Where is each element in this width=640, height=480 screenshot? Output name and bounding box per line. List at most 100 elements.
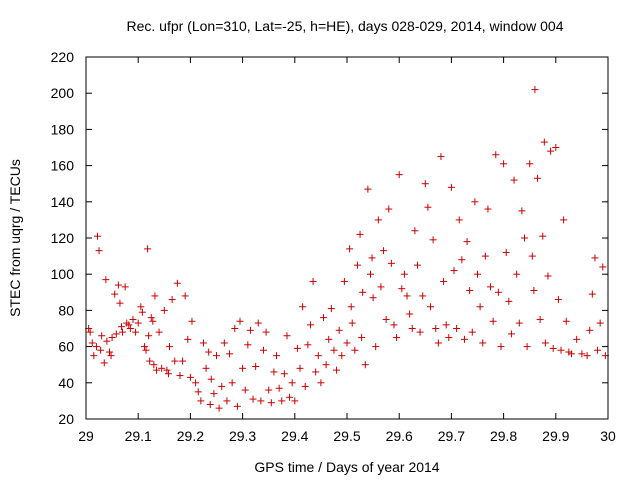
data-point xyxy=(138,308,146,316)
data-point xyxy=(382,315,390,323)
data-point xyxy=(93,232,101,240)
data-point xyxy=(539,232,547,240)
data-point xyxy=(125,321,133,329)
data-point xyxy=(403,292,411,300)
data-point xyxy=(361,361,369,369)
data-point xyxy=(492,151,500,159)
x-tick-label: 29.6 xyxy=(386,428,413,444)
data-point xyxy=(286,393,294,401)
data-point xyxy=(166,343,174,351)
data-point xyxy=(265,386,273,394)
data-point xyxy=(359,288,367,296)
data-point xyxy=(160,306,168,314)
data-point xyxy=(163,366,171,374)
data-point xyxy=(149,317,157,325)
data-point xyxy=(552,144,560,151)
data-point xyxy=(484,205,492,213)
data-point xyxy=(408,325,416,332)
data-point xyxy=(105,348,113,356)
data-point xyxy=(283,332,291,340)
data-point xyxy=(487,283,495,291)
data-point xyxy=(259,346,267,354)
data-point xyxy=(369,294,377,302)
data-point xyxy=(476,303,484,311)
data-point xyxy=(479,339,487,347)
data-point xyxy=(413,261,421,269)
data-point xyxy=(468,328,476,336)
data-point xyxy=(97,346,105,354)
y-tick-label: 100 xyxy=(51,266,75,282)
data-point xyxy=(560,216,568,224)
data-point xyxy=(205,348,213,356)
data-point xyxy=(358,334,366,342)
data-point xyxy=(541,339,549,347)
data-point xyxy=(275,384,283,392)
data-point xyxy=(400,270,408,278)
data-point xyxy=(586,326,594,334)
data-point xyxy=(293,344,301,352)
data-point xyxy=(314,352,322,360)
data-point xyxy=(353,261,361,269)
data-point xyxy=(489,317,497,325)
y-tick-label: 80 xyxy=(58,302,74,318)
data-point xyxy=(557,346,565,354)
data-point xyxy=(252,363,260,371)
data-point xyxy=(236,317,244,325)
data-point xyxy=(591,254,599,262)
data-point xyxy=(121,283,129,291)
data-point xyxy=(267,399,275,407)
data-point xyxy=(567,350,575,358)
data-point xyxy=(186,373,194,381)
data-point xyxy=(583,352,591,360)
data-point xyxy=(463,238,471,246)
data-point xyxy=(530,286,538,294)
data-point xyxy=(164,370,172,378)
x-tick-label: 29.1 xyxy=(125,428,152,444)
data-point xyxy=(90,352,98,360)
data-point xyxy=(424,203,432,211)
data-point xyxy=(150,361,158,369)
data-point xyxy=(455,216,463,224)
data-point xyxy=(107,352,115,360)
data-point xyxy=(434,339,442,347)
x-tick-label: 29.8 xyxy=(490,428,517,444)
data-point xyxy=(562,317,570,325)
x-tick-label: 29 xyxy=(78,428,94,444)
data-point xyxy=(481,252,489,260)
data-point xyxy=(137,303,145,311)
data-point xyxy=(206,401,214,409)
data-point xyxy=(437,153,445,161)
data-point xyxy=(299,303,307,311)
data-point xyxy=(528,252,536,260)
data-point xyxy=(239,364,247,372)
x-tick-label: 30 xyxy=(600,428,616,444)
data-point xyxy=(518,207,526,215)
data-point xyxy=(395,171,403,179)
x-tick-label: 29.7 xyxy=(438,428,465,444)
data-point xyxy=(257,397,265,405)
data-point xyxy=(534,174,542,182)
data-point xyxy=(340,277,348,285)
data-point xyxy=(356,230,364,238)
data-point xyxy=(155,328,163,336)
data-point xyxy=(86,328,94,336)
data-point xyxy=(372,343,380,351)
data-point xyxy=(210,390,218,398)
data-point xyxy=(366,270,374,278)
y-tick-label: 20 xyxy=(58,411,74,427)
data-point xyxy=(168,296,176,304)
data-point xyxy=(244,341,252,349)
data-point xyxy=(429,236,437,244)
data-point xyxy=(432,325,440,332)
data-point xyxy=(192,379,200,387)
data-point xyxy=(147,314,155,322)
data-point xyxy=(523,343,531,351)
y-tick-label: 180 xyxy=(51,121,75,137)
data-point xyxy=(142,346,150,354)
y-tick-label: 200 xyxy=(51,85,75,101)
chart-title: Rec. ufpr (Lon=310, Lat=-25, h=HE), days… xyxy=(126,18,563,34)
y-tick-label: 160 xyxy=(51,158,75,174)
data-point xyxy=(320,314,328,322)
data-point xyxy=(335,326,343,334)
data-point xyxy=(306,321,314,329)
